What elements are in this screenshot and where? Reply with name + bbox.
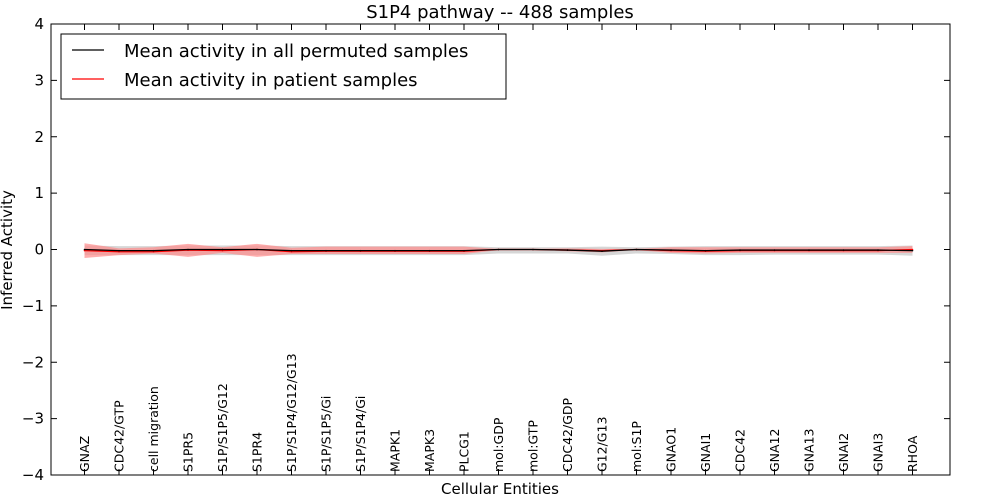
x-tick-label: S1PR4 (250, 432, 265, 472)
x-tick-label: S1P/S1P4/Gi (353, 396, 368, 472)
series-lines (83, 248, 914, 253)
x-axis: GNAZ CDC42/GTP cell migration S1PR5 S1P/S1P5… (77, 24, 920, 475)
x-tick-label: S1P/S1P5/G12 (215, 383, 230, 472)
point-permuted (739, 249, 741, 251)
x-tick-label: CDC42/GDP (560, 397, 575, 472)
x-tick-label: S1PR5 (181, 432, 196, 472)
point-permuted (877, 249, 879, 251)
point-permuted (256, 248, 258, 251)
y-tick-label: 4 (34, 15, 44, 33)
x-tick-label: GNAO1 (664, 427, 679, 472)
y-tick-label: −3 (22, 410, 44, 428)
y-tick-label: 1 (34, 184, 44, 202)
x-tick-label: GNA13 (802, 429, 817, 473)
x-tick-label: mol:S1P (629, 421, 644, 472)
point-permuted (842, 249, 845, 251)
point-permuted (808, 249, 810, 251)
x-tick-label: GNAI2 (836, 433, 851, 472)
point-permuted (635, 248, 638, 251)
y-axis: −4 −3 −2 −1 0 1 2 3 4 (22, 15, 950, 484)
point-permuted (118, 249, 120, 252)
point-permuted (704, 249, 707, 252)
x-tick-label: mol:GDP (491, 417, 506, 472)
x-tick-label: GNAZ (77, 436, 92, 472)
point-permuted (359, 249, 362, 252)
x-tick-label: S1P/S1P5/Gi (319, 396, 334, 472)
chart-title: S1P4 pathway -- 488 samples (366, 2, 634, 23)
x-tick-label: GNAI1 (698, 433, 713, 472)
point-permuted (290, 249, 293, 252)
x-tick-label: MAPK3 (422, 429, 437, 472)
point-permuted (83, 248, 86, 251)
point-patient (290, 250, 293, 253)
point-permuted (670, 249, 672, 251)
x-tick-label: GNAI3 (871, 433, 886, 472)
point-permuted (152, 249, 155, 252)
y-tick-label: 0 (34, 241, 44, 259)
point-permuted (187, 248, 189, 251)
legend: Mean activity in all permuted samples Me… (60, 33, 507, 100)
point-permuted (325, 249, 327, 252)
point-permuted (773, 249, 776, 251)
legend-label-permuted: Mean activity in all permuted samples (124, 41, 468, 62)
y-tick-label: 2 (34, 128, 44, 146)
x-tick-label: cell migration (146, 386, 161, 472)
x-tick-label: GNA12 (767, 429, 782, 473)
x-tick-label: PLCG1 (457, 431, 472, 472)
point-permuted (532, 248, 534, 251)
y-tick-label: −1 (22, 297, 44, 315)
y-tick-label: −4 (22, 466, 44, 484)
point-patient (118, 250, 120, 253)
y-tick-label: 3 (34, 71, 44, 89)
point-permuted (463, 249, 465, 252)
point-permuted (911, 249, 914, 252)
x-tick-label: CDC42/GTP (112, 400, 127, 472)
x-axis-label: Cellular Entities (441, 480, 559, 498)
legend-label-patient: Mean activity in patient samples (124, 70, 418, 91)
legend-box (60, 33, 507, 100)
point-permuted (428, 249, 431, 252)
point-permuted (394, 249, 396, 252)
point-permuted (601, 250, 603, 252)
point-permuted (566, 249, 569, 251)
y-tick-label: −2 (22, 353, 44, 371)
point-patient (911, 248, 914, 251)
point-patient (152, 250, 155, 253)
point-patient (221, 249, 224, 252)
x-tick-label: RHOA (905, 435, 920, 472)
x-tick-label: G12/G13 (595, 417, 610, 472)
x-tick-label: CDC42 (733, 429, 748, 472)
point-patient (83, 249, 86, 252)
y-axis-label: Inferred Activity (0, 190, 16, 310)
x-tick-label: MAPK1 (388, 429, 403, 472)
x-tick-label: S1P/S1P4/G12/G13 (284, 353, 299, 472)
point-permuted (221, 248, 224, 251)
x-tick-label: mol:GTP (526, 420, 541, 472)
point-permuted (497, 248, 500, 251)
